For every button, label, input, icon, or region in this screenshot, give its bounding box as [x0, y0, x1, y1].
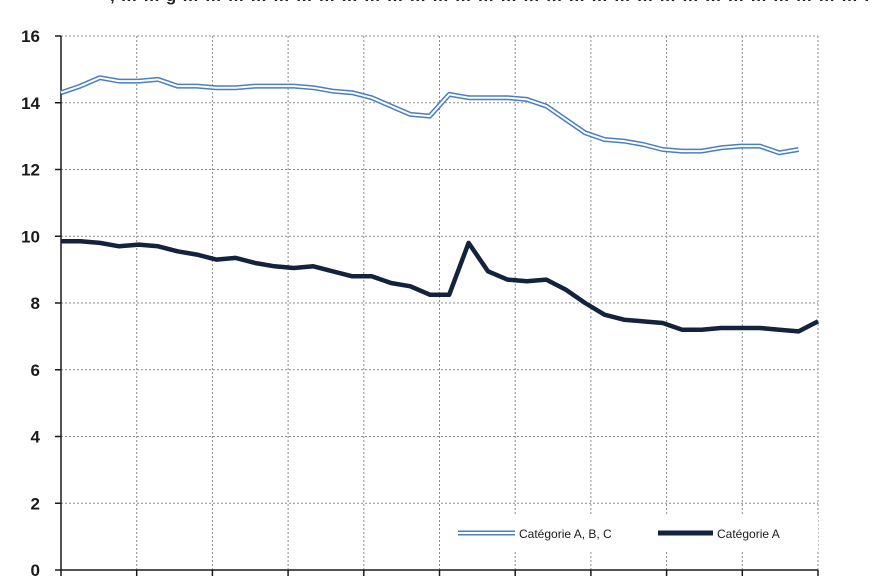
y-tick-label: 8	[31, 294, 40, 313]
legend-label-a: Catégorie A	[717, 527, 780, 541]
y-tick-label: 4	[31, 428, 41, 447]
y-tick-label: 16	[21, 27, 40, 46]
series-line-abc-inner	[60, 76, 799, 154]
legend: Catégorie A, B, C Catégorie A	[450, 516, 818, 552]
series-line-a	[61, 239, 820, 334]
axis-layer: 0 2 4 6 8 10 12 14 16	[21, 27, 819, 580]
y-tick-label: 2	[31, 494, 40, 513]
y-tick-label: 14	[21, 94, 40, 113]
y-tick-label: 6	[31, 361, 40, 380]
legend-label-abc: Catégorie A, B, C	[519, 527, 612, 541]
series-layer	[60, 75, 820, 334]
y-tick-label: 0	[31, 561, 40, 580]
grid-layer	[61, 35, 819, 570]
chart-title-cut: , … … g … … … … … … … … … … … … … … … … …	[110, 0, 870, 8]
y-tick-label: 10	[21, 227, 40, 246]
y-tick-label: 12	[21, 161, 40, 180]
